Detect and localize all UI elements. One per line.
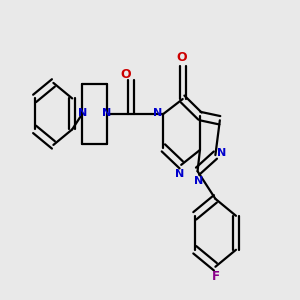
Text: N: N	[175, 169, 184, 179]
Text: N: N	[102, 108, 112, 118]
Text: O: O	[176, 51, 187, 64]
Text: N: N	[217, 148, 226, 158]
Text: N: N	[194, 176, 204, 186]
Text: N: N	[78, 108, 87, 118]
Text: F: F	[212, 270, 219, 283]
Text: O: O	[120, 68, 130, 81]
Text: N: N	[153, 108, 163, 118]
